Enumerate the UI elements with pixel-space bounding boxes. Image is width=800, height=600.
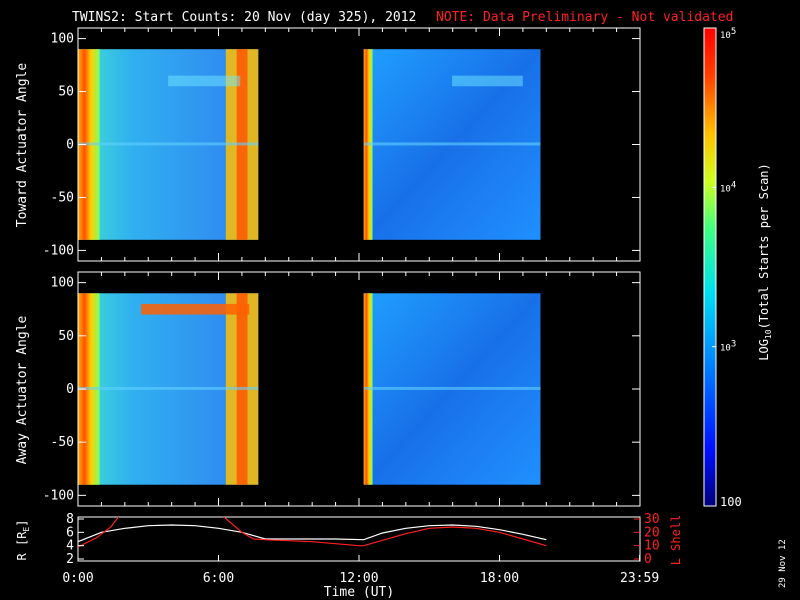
heatmap-hot-band [141,303,250,315]
figure-title: TWINS2: Start Counts: 20 Nov (day 325), … [72,10,416,25]
orbit-lines [78,517,547,548]
x-tick-label: 18:00 [480,571,519,586]
y-tick-label: 50 [58,329,74,344]
left-axis-label: R [RE] [15,520,31,561]
heatmap-data-away [78,293,541,485]
date-stamp: 29 Nov 12 [778,539,788,588]
right-tick-label: 0 [644,552,652,567]
x-axis-ticks: 0:00 6:00 12:00 18:00 23:59 [62,555,659,586]
colorbar-label: LOG10(Total Starts per Scan) [757,163,773,361]
y-tick-label: 100 [51,32,74,47]
x-axis-label: Time (UT) [324,585,394,600]
colorbar-ticks: 105 104 103 100 [712,27,742,509]
y-tick-label: -50 [51,190,74,205]
series-line-r [78,524,547,543]
y-ticks-toward: -100 -50 0 50 100 [43,28,641,261]
x-tick-label: 12:00 [339,571,378,586]
y-tick-label: -50 [51,435,74,450]
left-tick-label: 8 [66,512,74,527]
colorbar-tick-label: 100 [720,495,742,509]
left-tick-label: 4 [66,539,74,554]
y-tick-label: 0 [66,382,74,397]
left-tick-label: 2 [66,552,74,567]
y-tick-label: -100 [43,488,74,503]
heatmap-panel-toward: -100 -50 0 50 100 Toward Actuator Angle [15,27,641,262]
heatmap-zero-line [363,142,541,146]
right-axis-label: L Shell [669,515,683,566]
y-tick-label: -100 [43,243,74,258]
x-tick-label: 6:00 [203,571,234,586]
right-tick-label: 10 [644,539,660,554]
heatmap-zero-line [78,386,259,390]
preliminary-note: NOTE: Data Preliminary - Not validated [436,10,733,25]
heatmap-feature [452,75,523,87]
right-tick-label: 20 [644,525,660,540]
colorbar-frame [703,27,717,507]
series-line-lshell [78,517,547,548]
heatmap-panel-away: -100 -50 0 50 100 Away Actuator Angle [15,271,641,507]
y-ticks-away: -100 -50 0 50 100 [43,272,641,506]
ylabel-toward: Toward Actuator Angle [15,63,30,228]
heatmap-data-toward [78,49,541,240]
heatmap-feature [168,75,241,87]
colorbar-tick-label: 104 [720,180,736,194]
colorbar-tick-label: 103 [720,340,736,354]
x-tick-label: 23:59 [620,571,659,586]
colorbar-tick-label: 105 [720,27,736,41]
ylabel-away: Away Actuator Angle [15,315,30,464]
y-tick-label: 50 [58,85,74,100]
heatmap-zero-line [363,386,541,390]
y-tick-label: 100 [51,276,74,291]
heatmap-zero-line [78,142,259,146]
left-tick-label: 6 [66,525,74,540]
colorbar: 105 104 103 100 LOG10(Total Starts per Scan… [703,27,773,509]
y-tick-label: 0 [66,138,74,153]
right-tick-label: 30 [644,512,660,527]
colorbar-gradient [704,28,716,506]
x-tick-label: 0:00 [62,571,93,586]
